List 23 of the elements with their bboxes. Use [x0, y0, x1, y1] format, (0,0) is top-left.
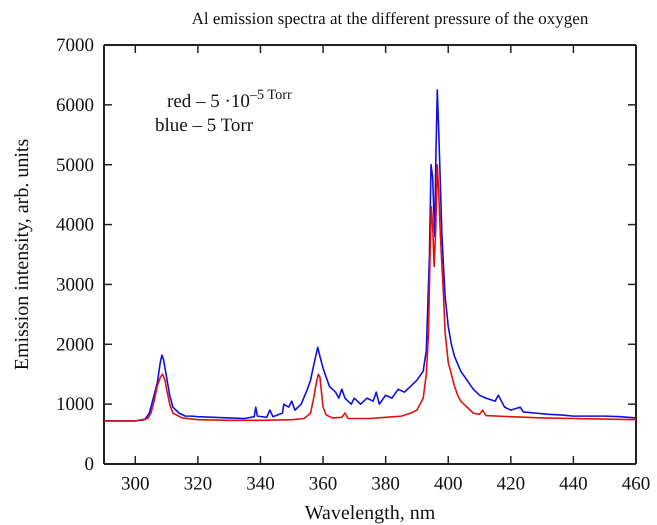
y-tick-label: 4000: [56, 214, 94, 236]
y-tick-label: 3000: [56, 274, 94, 296]
y-tick-label: 6000: [56, 94, 94, 116]
x-tick-label: 420: [496, 473, 526, 494]
annotation: blue – 5 Torr: [155, 115, 254, 136]
x-axis-title: Wavelength, nm: [304, 502, 436, 524]
x-tick-label: 440: [559, 473, 588, 494]
y-tick-label: 1000: [56, 394, 94, 416]
chart-title: Al emission spectra at the different pressure of the oxygen: [192, 9, 589, 28]
x-tick-label: 380: [371, 473, 400, 494]
x-tick-label: 340: [246, 473, 275, 494]
y-axis-title: Emission intensity, arb. units: [11, 138, 33, 370]
x-tick-label: 360: [308, 473, 338, 494]
y-tick-label: 2000: [56, 334, 94, 356]
x-tick-label: 300: [121, 473, 150, 494]
x-tick-label: 400: [434, 473, 462, 494]
line-series: [103, 164, 637, 422]
y-tick-label: 5000: [56, 154, 94, 176]
y-tick-label: 0: [84, 454, 94, 476]
x-tick-label: 320: [184, 473, 212, 494]
y-tick-label: 7000: [56, 35, 94, 56]
x-tick-label: 460: [622, 473, 650, 494]
annotation: red – 5 ·10$^{–5 Torr}$: [167, 87, 292, 112]
